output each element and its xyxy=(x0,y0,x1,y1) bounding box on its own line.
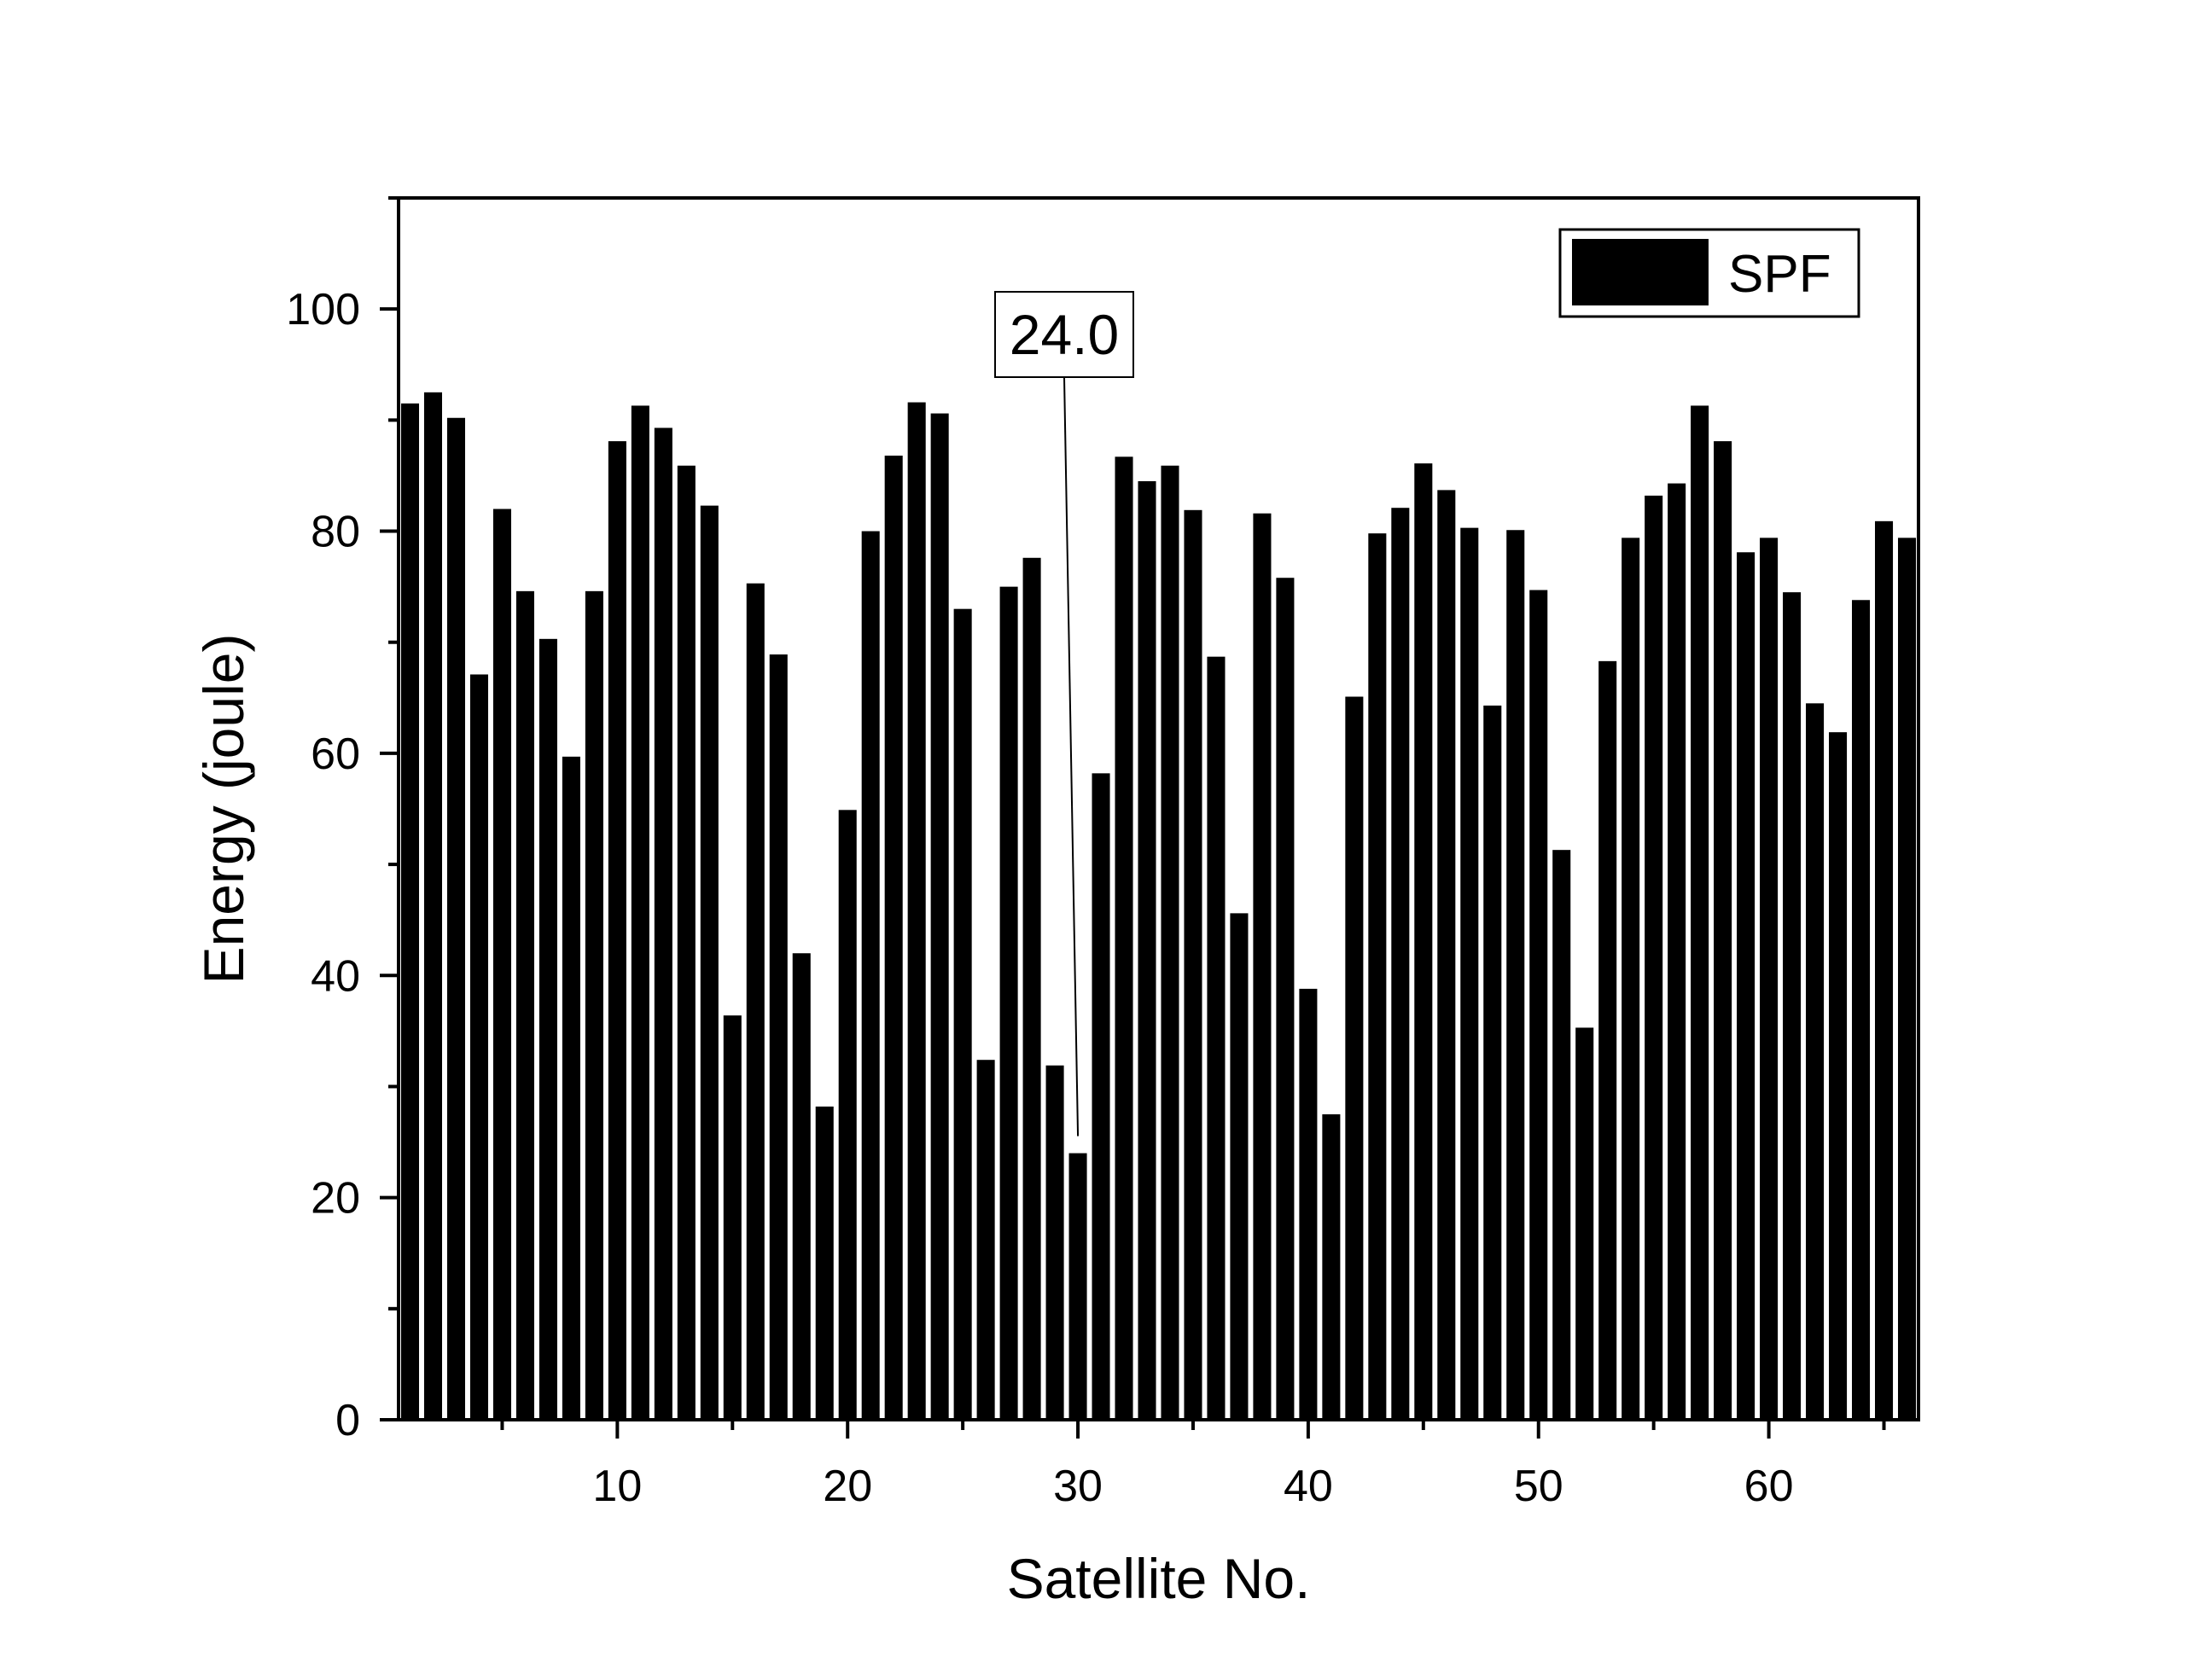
y-tick-label-0: 0 xyxy=(335,1396,360,1445)
bar-63 xyxy=(1829,732,1848,1420)
bar-39 xyxy=(1276,578,1295,1420)
bar-66 xyxy=(1897,538,1917,1420)
bar-37 xyxy=(1230,913,1249,1420)
bar-26 xyxy=(976,1060,995,1420)
bar-17 xyxy=(769,654,788,1420)
bar-49 xyxy=(1506,530,1525,1420)
x-tick-label-10: 10 xyxy=(592,1462,642,1511)
bar-44 xyxy=(1391,508,1410,1420)
bar-24 xyxy=(930,413,949,1420)
bar-22 xyxy=(884,456,903,1421)
bar-3 xyxy=(446,417,465,1420)
bar-35 xyxy=(1184,509,1202,1420)
bar-27 xyxy=(999,586,1018,1420)
bar-36 xyxy=(1207,656,1226,1420)
bar-60 xyxy=(1760,538,1779,1420)
bar-53 xyxy=(1598,660,1617,1420)
annotation: 24.0 xyxy=(994,291,1134,1136)
x-tick-label-50: 50 xyxy=(1514,1462,1563,1511)
bar-16 xyxy=(746,583,765,1420)
annotation-label: 24.0 xyxy=(1010,303,1119,366)
legend-swatch xyxy=(1572,239,1709,305)
bar-2 xyxy=(423,392,443,1421)
bar-34 xyxy=(1161,465,1179,1420)
x-tick-label-60: 60 xyxy=(1744,1462,1794,1511)
bar-28 xyxy=(1022,557,1041,1420)
y-axis-title: Energy (joule) xyxy=(192,634,255,985)
y-tick-label-100: 100 xyxy=(286,285,360,334)
bar-32 xyxy=(1115,456,1133,1420)
bar-25 xyxy=(953,608,972,1420)
bar-10 xyxy=(608,441,626,1421)
bar-65 xyxy=(1874,520,1894,1420)
bar-43 xyxy=(1368,533,1387,1420)
legend: SPF xyxy=(1558,228,1860,318)
bar-6 xyxy=(515,590,534,1420)
bar-55 xyxy=(1645,495,1663,1421)
bars-group xyxy=(400,392,1917,1421)
bar-18 xyxy=(792,953,811,1420)
bar-59 xyxy=(1737,552,1755,1420)
bar-33 xyxy=(1138,480,1156,1420)
bar-11 xyxy=(631,405,649,1421)
bar-13 xyxy=(677,465,696,1420)
plot-frame xyxy=(397,196,1920,1421)
bar-5 xyxy=(492,509,511,1421)
ticks-group: 0 20 40 60 80 100 10 20 30 40 50 60 xyxy=(286,196,1886,1511)
bar-7 xyxy=(539,638,557,1420)
y-tick-label-40: 40 xyxy=(311,951,360,1001)
bar-4 xyxy=(469,674,488,1420)
bar-14 xyxy=(700,505,719,1420)
annotation-box xyxy=(994,291,1134,378)
legend-label: SPF xyxy=(1728,245,1831,304)
bar-12 xyxy=(654,427,672,1421)
x-axis-title: Satellite No. xyxy=(1007,1547,1311,1610)
bar-30 xyxy=(1068,1153,1087,1420)
bar-61 xyxy=(1783,592,1802,1420)
y-tick-label-60: 60 xyxy=(311,730,360,779)
bar-46 xyxy=(1437,490,1456,1420)
bar-51 xyxy=(1552,850,1571,1420)
bar-15 xyxy=(723,1015,742,1420)
bar-40 xyxy=(1299,988,1318,1420)
bar-41 xyxy=(1322,1114,1341,1420)
bar-62 xyxy=(1806,703,1825,1420)
bar-52 xyxy=(1575,1027,1594,1420)
bar-29 xyxy=(1045,1065,1064,1420)
bar-64 xyxy=(1852,600,1871,1420)
bar-56 xyxy=(1668,483,1686,1420)
bar-54 xyxy=(1622,538,1640,1420)
bar-20 xyxy=(838,810,857,1420)
x-tick-label-20: 20 xyxy=(823,1462,872,1511)
annotation-leader-line xyxy=(1063,376,1080,1136)
bar-42 xyxy=(1345,696,1364,1420)
bar-48 xyxy=(1483,705,1502,1420)
bar-45 xyxy=(1414,463,1433,1420)
bar-8 xyxy=(562,756,580,1420)
y-tick-label-20: 20 xyxy=(311,1174,360,1224)
y-tick-label-80: 80 xyxy=(311,508,360,557)
bar-38 xyxy=(1253,513,1272,1421)
bar-19 xyxy=(815,1106,834,1420)
bar-1 xyxy=(400,403,420,1420)
bar-9 xyxy=(585,590,603,1420)
bar-47 xyxy=(1460,527,1479,1420)
bar-57 xyxy=(1691,405,1709,1421)
x-tick-label-30: 30 xyxy=(1053,1462,1103,1511)
bar-31 xyxy=(1092,773,1110,1420)
bar-21 xyxy=(861,531,880,1421)
bar-58 xyxy=(1714,441,1732,1421)
bar-23 xyxy=(907,402,926,1420)
bar-50 xyxy=(1529,590,1548,1420)
x-tick-label-40: 40 xyxy=(1284,1462,1333,1511)
